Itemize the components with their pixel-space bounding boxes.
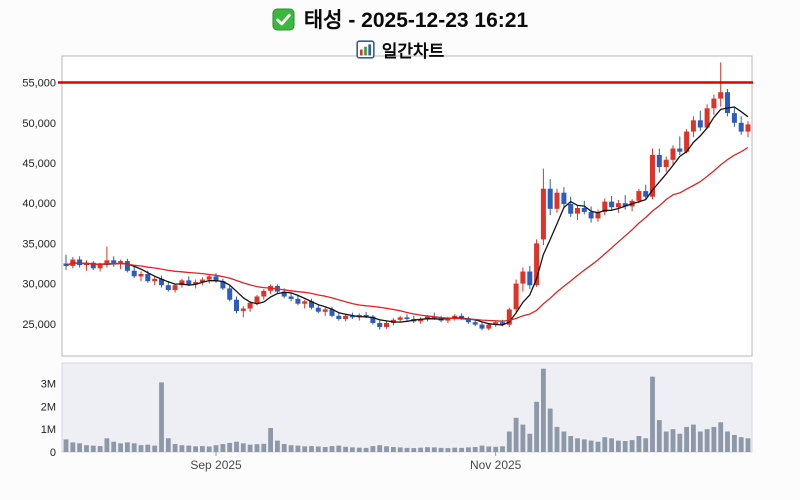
svg-text:30,000: 30,000 xyxy=(22,279,56,291)
svg-text:35,000: 35,000 xyxy=(22,238,56,250)
chart-subtitle: 일간차트 xyxy=(381,42,445,61)
svg-text:45,000: 45,000 xyxy=(22,158,56,170)
volume-axis-labels: 3M 2M 1M 0 xyxy=(41,379,56,459)
bar-chart-icon xyxy=(356,40,375,59)
volume-panel xyxy=(61,362,753,453)
price-axis-labels: 55,000 50,000 45,000 40,000 35,000 30,000 25,0… xyxy=(22,78,56,331)
svg-text:3M: 3M xyxy=(41,379,56,391)
green-checkbox-icon xyxy=(272,7,295,31)
svg-text:25,000: 25,000 xyxy=(22,319,56,331)
candlestick-series xyxy=(63,62,751,331)
chart-subtitle-line: 일간차트 xyxy=(0,37,800,62)
svg-text:Nov 2025: Nov 2025 xyxy=(470,458,522,472)
svg-text:40,000: 40,000 xyxy=(22,198,56,210)
svg-text:1M: 1M xyxy=(41,424,56,436)
price-panel xyxy=(61,55,753,357)
svg-text:Sep 2025: Sep 2025 xyxy=(190,458,242,472)
x-axis-labels: Sep 2025 Nov 2025 xyxy=(190,452,522,472)
svg-text:55,000: 55,000 xyxy=(22,78,56,90)
ma20-line xyxy=(65,146,749,322)
volume-series xyxy=(63,368,751,452)
chart-header: 태성 - 2025-12-23 16:21 일간차트 xyxy=(0,4,800,62)
svg-text:0: 0 xyxy=(50,447,56,459)
chart-title-line: 태성 - 2025-12-23 16:21 xyxy=(0,4,800,34)
svg-text:50,000: 50,000 xyxy=(22,118,56,130)
ma5-line xyxy=(65,106,749,326)
svg-text:2M: 2M xyxy=(41,401,56,413)
chart-title: 태성 - 2025-12-23 16:21 xyxy=(303,9,529,32)
